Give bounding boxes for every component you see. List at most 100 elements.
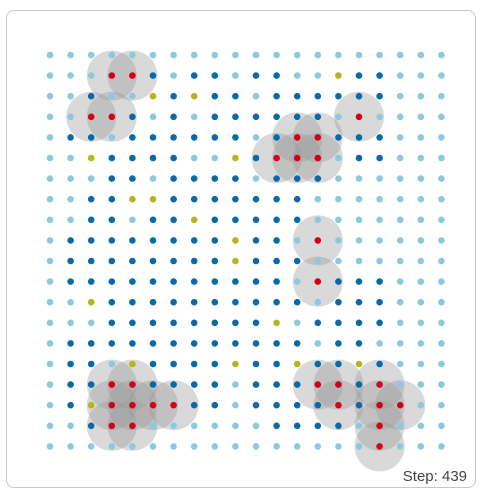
occupied-cell xyxy=(170,257,177,265)
occupied-cell xyxy=(376,154,383,162)
occupied-cell xyxy=(355,319,363,327)
empty-cell xyxy=(396,422,404,430)
step-counter: Step: 439 xyxy=(399,467,470,486)
occupied-cell xyxy=(67,278,74,285)
halo-layer xyxy=(66,50,426,472)
occupied-cell xyxy=(355,278,363,285)
empty-cell xyxy=(355,422,363,430)
agent-cell xyxy=(396,401,404,409)
empty-cell xyxy=(396,298,404,306)
empty-cell xyxy=(396,319,404,327)
occupied-cell xyxy=(376,319,383,327)
empty-cell xyxy=(335,113,342,121)
empty-cell xyxy=(417,381,425,388)
agent-cell xyxy=(314,154,322,162)
agent-cell xyxy=(87,113,95,121)
food-cell xyxy=(232,237,239,244)
occupied-cell xyxy=(211,381,219,388)
empty-cell xyxy=(170,51,177,59)
empty-cell xyxy=(438,401,445,409)
occupied-cell xyxy=(170,381,177,388)
empty-cell xyxy=(396,113,404,121)
empty-cell xyxy=(129,92,136,100)
occupied-cell xyxy=(211,340,219,347)
agent-cell xyxy=(355,113,363,121)
occupied-cell xyxy=(273,134,280,141)
empty-cell xyxy=(417,72,425,79)
empty-cell xyxy=(232,422,239,430)
occupied-cell xyxy=(314,319,322,327)
empty-cell xyxy=(376,340,383,347)
occupied-cell xyxy=(149,216,157,224)
occupied-cell xyxy=(376,278,383,285)
occupied-cell xyxy=(273,381,280,388)
occupied-cell xyxy=(149,72,157,79)
occupied-cell xyxy=(314,175,322,182)
empty-cell xyxy=(396,340,404,347)
agent-cell xyxy=(335,381,342,388)
occupied-cell xyxy=(355,340,363,347)
occupied-cell xyxy=(190,319,198,327)
occupied-cell xyxy=(273,72,280,79)
empty-cell xyxy=(190,422,198,430)
empty-cell xyxy=(335,216,342,224)
occupied-cell xyxy=(293,92,301,100)
occupied-cell xyxy=(190,195,198,203)
occupied-cell xyxy=(273,360,280,368)
empty-cell xyxy=(149,113,157,121)
empty-cell xyxy=(190,113,198,121)
occupied-cell xyxy=(108,195,116,203)
empty-cell xyxy=(190,51,198,59)
empty-cell xyxy=(314,72,322,79)
empty-cell xyxy=(46,154,54,162)
occupied-cell xyxy=(252,237,260,244)
empty-cell xyxy=(335,443,342,450)
occupied-cell xyxy=(314,113,322,121)
occupied-cell xyxy=(190,175,198,182)
occupied-cell xyxy=(335,134,342,141)
empty-cell xyxy=(46,257,54,265)
occupied-cell xyxy=(273,401,280,409)
empty-cell xyxy=(376,175,383,182)
occupied-cell xyxy=(376,134,383,141)
empty-cell xyxy=(108,360,116,368)
occupied-cell xyxy=(232,298,239,306)
empty-cell xyxy=(438,134,445,141)
occupied-cell xyxy=(273,113,280,121)
occupied-cell xyxy=(293,401,301,409)
empty-cell xyxy=(252,175,260,182)
agent-cell xyxy=(273,154,280,162)
occupied-cell xyxy=(211,195,219,203)
food-cell xyxy=(232,257,239,265)
empty-cell xyxy=(108,51,116,59)
empty-cell xyxy=(396,360,404,368)
empty-cell xyxy=(355,195,363,203)
empty-cell xyxy=(376,51,383,59)
empty-cell xyxy=(170,443,177,450)
empty-cell xyxy=(417,443,425,450)
empty-cell xyxy=(149,443,157,450)
empty-cell xyxy=(376,195,383,203)
occupied-cell xyxy=(87,381,95,388)
empty-cell xyxy=(335,257,342,265)
empty-cell xyxy=(417,134,425,141)
agent-cell xyxy=(129,401,136,409)
empty-cell xyxy=(396,154,404,162)
empty-cell xyxy=(46,134,54,141)
empty-cell xyxy=(67,113,74,121)
empty-cell xyxy=(46,92,54,100)
occupied-cell xyxy=(335,340,342,347)
occupied-cell xyxy=(293,298,301,306)
occupied-cell xyxy=(149,154,157,162)
occupied-cell xyxy=(129,257,136,265)
occupied-cell xyxy=(211,237,219,244)
empty-cell xyxy=(211,422,219,430)
empty-cell xyxy=(232,381,239,388)
empty-cell xyxy=(170,422,177,430)
occupied-cell xyxy=(170,237,177,244)
empty-cell xyxy=(314,298,322,306)
empty-cell xyxy=(46,51,54,59)
empty-cell xyxy=(252,443,260,450)
empty-cell xyxy=(376,237,383,244)
